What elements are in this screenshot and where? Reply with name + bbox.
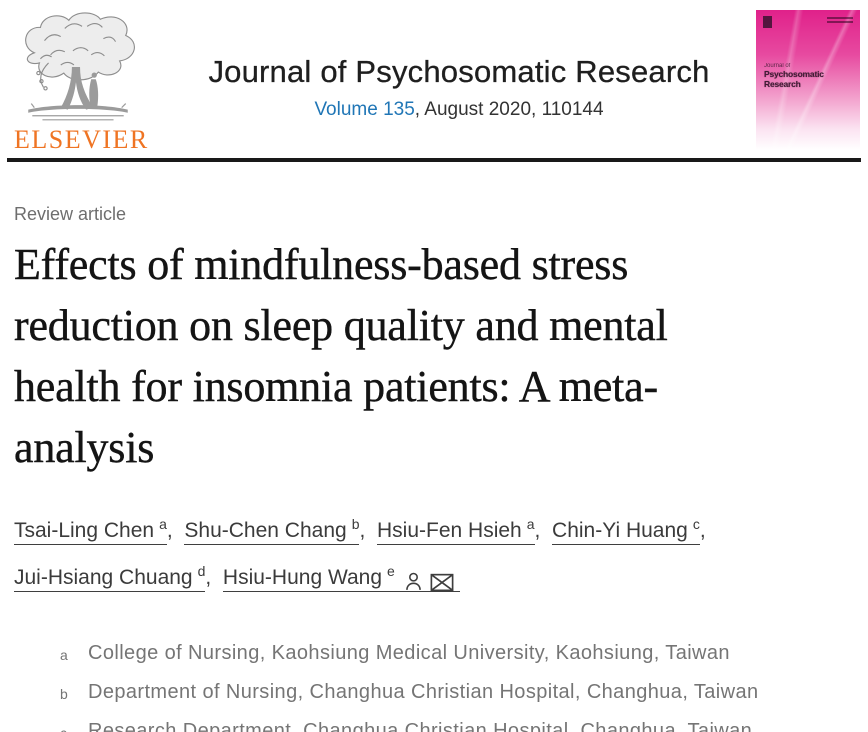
author-name: Chin-Yi Huang <box>552 519 688 542</box>
article-title-line: analysis <box>14 423 155 472</box>
person-icon[interactable] <box>403 571 424 593</box>
journal-banner: ELSEVIER Journal of Psychosomatic Resear… <box>0 0 868 158</box>
affiliation-list: a College of Nursing, Kaohsiung Medical U… <box>14 635 848 732</box>
author-icons <box>403 561 460 602</box>
article-header: Review article Effects of mindfulness-ba… <box>0 204 868 732</box>
author-item: Chin-Yi Huang c, <box>552 516 712 545</box>
author-affil-sup: b <box>351 516 360 532</box>
author-item: Tsai-Ling Chen a, <box>14 516 179 545</box>
author-link[interactable]: Shu-Chen Chang b <box>184 516 360 545</box>
elsevier-logo[interactable]: ELSEVIER <box>12 10 162 155</box>
cover-title-main: Psychosomatic Research <box>764 69 824 89</box>
journal-meta: Journal of Psychosomatic Research Volume… <box>162 10 756 121</box>
envelope-icon[interactable] <box>430 573 454 592</box>
author-affil-sup: c <box>692 516 700 532</box>
article-title: Effects of mindfulness-based stress redu… <box>14 234 848 478</box>
author-affil-sup: a <box>159 516 167 532</box>
cover-title-small: Journal of <box>764 63 791 69</box>
affiliation-item: a College of Nursing, Kaohsiung Medical U… <box>60 635 848 674</box>
cover-publisher-mark-icon <box>763 16 772 28</box>
affiliation-sup: c <box>60 713 88 732</box>
author-item: Jui-Hsiang Chuang d, <box>14 563 218 592</box>
header-divider <box>7 158 861 162</box>
author-separator: , <box>359 519 372 542</box>
volume-link[interactable]: Volume 135 <box>314 99 415 120</box>
author-separator: , <box>534 519 547 542</box>
author-link[interactable]: Jui-Hsiang Chuang d <box>14 563 206 592</box>
author-link[interactable]: Hsiu-Fen Hsieh a <box>377 516 535 545</box>
elsevier-wordmark: ELSEVIER <box>14 125 149 154</box>
author-name: Shu-Chen Chang <box>184 519 347 542</box>
author-item: Hsiu-Fen Hsieh a, <box>377 516 547 545</box>
affiliation-item: b Department of Nursing, Changhua Christi… <box>60 674 848 713</box>
author-separator: , <box>699 519 712 542</box>
author-item: Hsiu-Hung Wang e <box>222 563 460 592</box>
article-title-line: health for insomnia patients: A meta- <box>14 362 659 411</box>
author-name: Tsai-Ling Chen <box>14 519 155 542</box>
affiliation-text: Department of Nursing, Changhua Christia… <box>88 681 759 703</box>
cover-masthead-lines <box>827 17 853 25</box>
author-separator: , <box>205 566 218 589</box>
affiliation-sup: b <box>60 686 69 702</box>
author-name: Jui-Hsiang Chuang <box>14 566 193 589</box>
author-link[interactable]: Tsai-Ling Chen a <box>14 516 167 545</box>
affiliation-text: College of Nursing, Kaohsiung Medical Un… <box>88 642 730 664</box>
affiliation-text: Research Department, Changhua Christian … <box>88 720 753 732</box>
article-title-line: reduction on sleep quality and mental <box>14 301 668 350</box>
journal-title-link[interactable]: Journal of Psychosomatic Research <box>208 54 710 89</box>
article-type-label: Review article <box>14 204 127 224</box>
issue-info: , August 2020, 110144 <box>414 99 604 120</box>
affiliation-sup: a <box>60 647 69 663</box>
corresponding-author-link[interactable]: Hsiu-Hung Wang e <box>222 563 460 592</box>
elsevier-tree-icon <box>25 12 135 121</box>
author-affil-sup: a <box>526 516 535 532</box>
author-list: Tsai-Ling Chen a, Shu-Chen Chang b, Hsiu-F… <box>14 504 804 602</box>
author-affil-sup: d <box>197 563 206 579</box>
issue-line: Volume 135, August 2020, 110144 <box>162 99 756 121</box>
author-item: Shu-Chen Chang b, <box>184 516 372 545</box>
author-name: Hsiu-Hung Wang <box>222 566 383 589</box>
author-link[interactable]: Chin-Yi Huang c <box>552 516 700 545</box>
author-separator: , <box>166 519 179 542</box>
article-title-line: Effects of mindfulness-based stress <box>14 240 629 289</box>
cover-title: Journal of Psychosomatic Research <box>764 63 856 89</box>
journal-cover-thumbnail[interactable]: Journal of Psychosomatic Research <box>756 10 860 150</box>
author-affil-sup: e <box>387 563 395 579</box>
author-name: Hsiu-Fen Hsieh <box>377 519 522 542</box>
